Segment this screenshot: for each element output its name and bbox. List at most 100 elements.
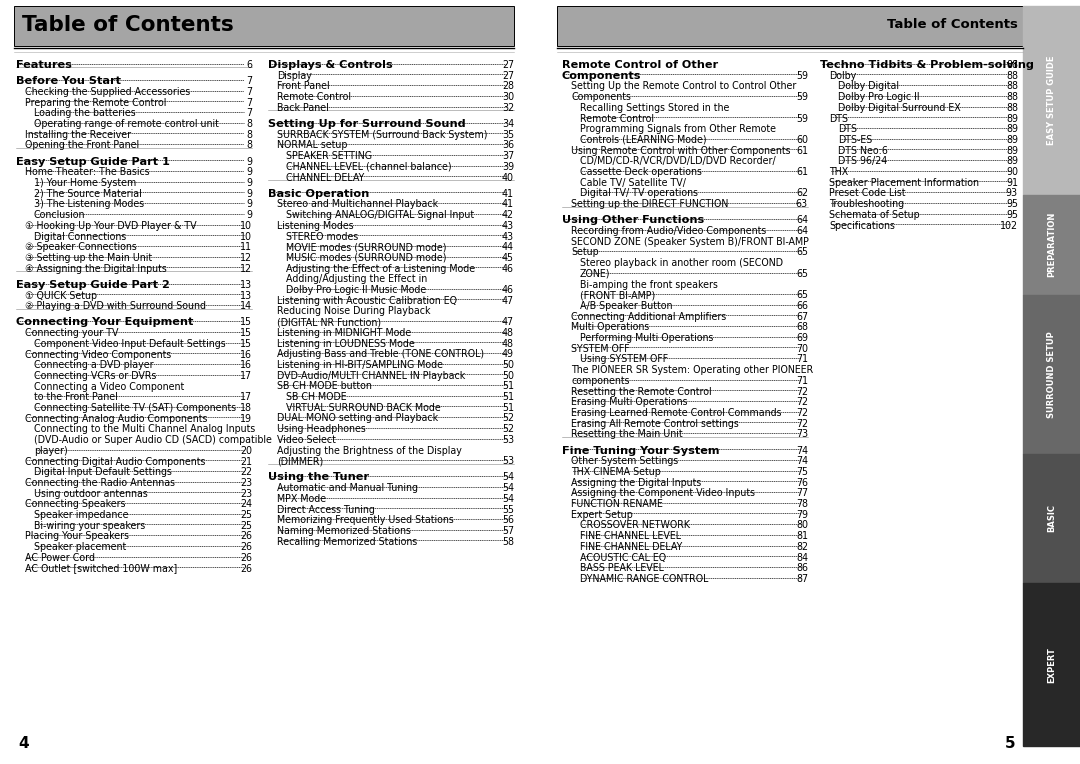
Text: (DIMMER): (DIMMER) (276, 456, 323, 466)
Text: ZONE): ZONE) (580, 269, 610, 279)
Text: 44: 44 (502, 242, 514, 252)
Text: 57: 57 (502, 526, 514, 536)
Text: 16: 16 (240, 360, 252, 371)
Text: 3) The Listening Modes: 3) The Listening Modes (33, 199, 144, 209)
Bar (1023, 583, 1080, 746)
Text: Table of Contents: Table of Contents (22, 15, 233, 35)
Text: Direct Access Tuning: Direct Access Tuning (276, 504, 375, 514)
Text: 7: 7 (246, 108, 252, 118)
Text: 9: 9 (246, 210, 252, 220)
Text: 9: 9 (246, 178, 252, 188)
Text: DTS: DTS (838, 125, 858, 134)
Text: 47: 47 (502, 317, 514, 327)
Text: EASY SETUP GUIDE: EASY SETUP GUIDE (1047, 56, 1056, 145)
Text: Connecting Analog Audio Components: Connecting Analog Audio Components (25, 413, 207, 424)
Text: 17: 17 (240, 371, 252, 381)
Text: MOVIE modes (SURROUND mode): MOVIE modes (SURROUND mode) (286, 242, 446, 252)
Text: Listening in MIDNIGHT Mode: Listening in MIDNIGHT Mode (276, 328, 411, 338)
Text: 26: 26 (240, 553, 252, 563)
Text: 16: 16 (240, 349, 252, 360)
Text: 72: 72 (796, 387, 808, 397)
Text: Loading the batteries: Loading the batteries (33, 108, 136, 118)
Text: A/B Speaker Button: A/B Speaker Button (580, 301, 673, 311)
Text: 54: 54 (502, 483, 514, 493)
Text: Automatic and Manual Tuning: Automatic and Manual Tuning (276, 483, 418, 493)
Text: Dolby Digital Surround EX: Dolby Digital Surround EX (838, 103, 961, 113)
Text: Multi Operations: Multi Operations (571, 322, 649, 332)
Text: 25: 25 (240, 510, 252, 520)
Text: Checking the Supplied Accessories: Checking the Supplied Accessories (25, 87, 190, 97)
Text: Opening the Front Panel: Opening the Front Panel (25, 141, 139, 151)
Text: Connecting Satellite TV (SAT) Components: Connecting Satellite TV (SAT) Components (33, 403, 237, 413)
Text: 64: 64 (796, 215, 808, 225)
Text: 7: 7 (246, 76, 252, 86)
Text: EXPERT: EXPERT (1047, 646, 1056, 682)
Text: 70: 70 (796, 344, 808, 354)
Text: Speaker placement: Speaker placement (33, 542, 126, 552)
Text: 9: 9 (246, 157, 252, 167)
Bar (557, 6, 1023, 46)
Text: 39: 39 (502, 162, 514, 172)
Text: Connecting Video Components: Connecting Video Components (25, 349, 172, 360)
Text: STEREO modes: STEREO modes (286, 231, 359, 241)
Text: FINE CHANNEL DELAY: FINE CHANNEL DELAY (580, 542, 683, 552)
Text: 95: 95 (1005, 199, 1018, 209)
Text: Adjusting the Brightness of the Display: Adjusting the Brightness of the Display (276, 445, 462, 455)
Text: 47: 47 (502, 296, 514, 306)
Text: 43: 43 (502, 221, 514, 231)
Text: Resetting the Remote Control: Resetting the Remote Control (571, 387, 712, 397)
Text: 59: 59 (796, 114, 808, 124)
Text: 88: 88 (1005, 103, 1018, 113)
Text: Erasing Learned Remote Control Commands: Erasing Learned Remote Control Commands (571, 408, 782, 418)
Text: 26: 26 (240, 542, 252, 552)
Text: 63: 63 (796, 199, 808, 209)
Text: SPEAKER SETTING: SPEAKER SETTING (286, 151, 372, 161)
Text: 37: 37 (502, 151, 514, 161)
Bar (14, 6, 514, 46)
Text: 36: 36 (502, 141, 514, 151)
Text: 51: 51 (502, 403, 514, 413)
Text: 72: 72 (796, 408, 808, 418)
Text: 41: 41 (502, 199, 514, 209)
Text: 50: 50 (502, 360, 514, 370)
Text: Speaker impedance: Speaker impedance (33, 510, 129, 520)
Text: 49: 49 (502, 349, 514, 359)
Text: Connecting the Radio Antennas: Connecting the Radio Antennas (25, 478, 175, 488)
Text: 48: 48 (502, 328, 514, 338)
Text: Reducing Noise During Playback: Reducing Noise During Playback (276, 306, 431, 316)
Text: Setting Up the Remote Control to Control Other: Setting Up the Remote Control to Control… (571, 82, 796, 92)
Text: CROSSOVER NETWORK: CROSSOVER NETWORK (580, 520, 690, 530)
Text: 68: 68 (796, 322, 808, 332)
Text: Controls (LEARNING Mode): Controls (LEARNING Mode) (580, 135, 706, 145)
Text: 15: 15 (240, 317, 252, 328)
Text: 74: 74 (796, 456, 808, 466)
Text: 64: 64 (796, 226, 808, 236)
Text: Programming Signals from Other Remote: Programming Signals from Other Remote (580, 125, 777, 134)
Text: Using Other Functions: Using Other Functions (562, 215, 704, 225)
Text: Expert Setup: Expert Setup (571, 510, 633, 520)
Text: ④ Assigning the Digital Inputs: ④ Assigning the Digital Inputs (25, 264, 166, 274)
Text: 52: 52 (502, 424, 514, 434)
Text: DTS-ES: DTS-ES (838, 135, 873, 145)
Text: Recording from Audio/Video Components: Recording from Audio/Video Components (571, 226, 766, 236)
Text: 89: 89 (1005, 125, 1018, 134)
Text: 9: 9 (246, 189, 252, 199)
Text: 53: 53 (502, 435, 514, 445)
Text: 56: 56 (502, 515, 514, 525)
Text: SURRBACK SYSTEM (Surround Back System): SURRBACK SYSTEM (Surround Back System) (276, 130, 487, 140)
Text: Listening in LOUDNESS Mode: Listening in LOUDNESS Mode (276, 338, 415, 348)
Text: Connecting Your Equipment: Connecting Your Equipment (16, 317, 193, 328)
Text: (FRONT BI-AMP): (FRONT BI-AMP) (580, 290, 656, 300)
Text: 73: 73 (796, 429, 808, 439)
Text: 27: 27 (502, 60, 514, 70)
Text: Dolby: Dolby (829, 71, 856, 81)
Text: Adjusting the Effect of a Listening Mode: Adjusting the Effect of a Listening Mode (286, 264, 475, 274)
Text: AC Power Cord: AC Power Cord (25, 553, 95, 563)
Text: 59: 59 (796, 71, 808, 81)
Text: 93: 93 (1005, 189, 1018, 199)
Text: 65: 65 (796, 290, 808, 300)
Text: Adding/Adjusting the Effect in: Adding/Adjusting the Effect in (286, 274, 428, 284)
Text: 24: 24 (240, 500, 252, 510)
Text: 72: 72 (796, 397, 808, 407)
Text: Connecting Additional Amplifiers: Connecting Additional Amplifiers (571, 312, 726, 322)
